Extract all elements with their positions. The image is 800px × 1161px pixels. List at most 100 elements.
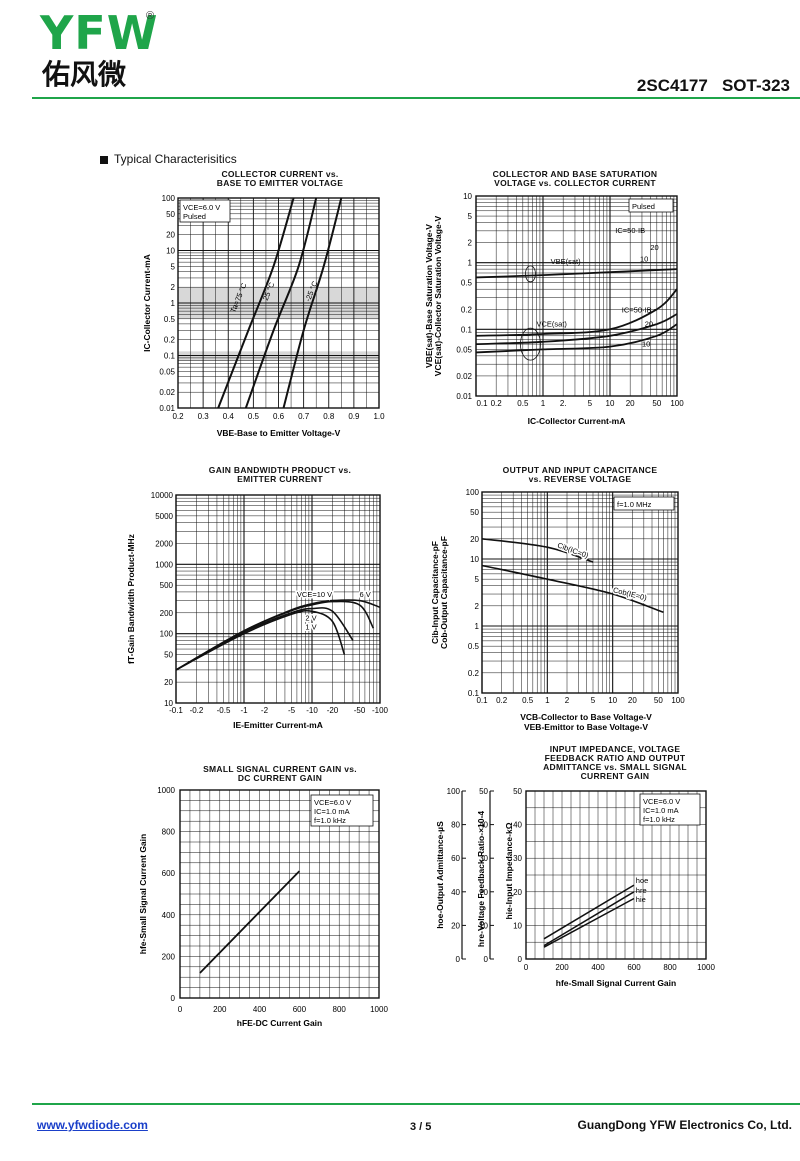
c5-ytick: 600 [162,869,176,878]
page-number: 3 / 5 [410,1121,432,1133]
c6-ytick-a: 80 [451,821,460,830]
c4-ytick: 0.5 [468,642,480,651]
c6-label: hoe [636,876,649,885]
c2-ytick: 0.5 [461,279,473,288]
c3-ytick: 2000 [155,539,173,548]
c1-ytick: 0.5 [164,315,176,324]
c1-ytick: 0.02 [159,388,175,397]
c2-ytick: 0.02 [456,372,472,381]
c6-ytick-b: 10 [479,921,488,930]
c6-ylabel: hie-Input Impedance-kΩ [504,822,514,919]
c2-label: 20 [650,243,658,252]
c1-frame [177,197,380,409]
c6-ytick-b: 0 [484,955,489,964]
c2-xtick: 0.5 [517,399,529,408]
c3-xtick: -5 [288,706,296,715]
c1-ytick: 0.05 [159,367,175,376]
c6-series-line [543,897,635,948]
c5-ytick: 1000 [157,786,175,795]
c2-label: 10 [642,340,650,349]
c2-label: IC=50·IB [615,226,645,235]
website-link[interactable]: www.yfwdiode.com [37,1118,148,1132]
header-divider [32,97,800,99]
c3-xtick: -0.1 [169,706,183,715]
c2-marker [525,265,536,283]
chart-5-title: SMALL SIGNAL CURRENT GAIN vs. DC CURRENT… [203,764,357,783]
c5-ann-text: IC=1.0 mA [314,807,350,816]
chart-1-title: COLLECTOR CURRENT vs. BASE TO EMITTER VO… [216,169,344,188]
c2-xtick: 2. [560,399,567,408]
c6-series-line [543,891,635,947]
c5-xtick: 600 [293,1005,307,1014]
c6-label: hre [636,886,647,895]
c3-label: 2 V [305,613,316,622]
c6-ytick-c: 0 [518,955,523,964]
c5-ylabel: hfe-Small Signal Current Gain [138,834,148,954]
c4-frame [481,491,679,694]
c6-ann-text: IC=1.0 mA [643,806,679,815]
c5-ann-text: f=1.0 kHz [314,816,346,825]
c4-xtick: 20 [628,696,637,705]
c5-xtick: 1000 [370,1005,388,1014]
c6-ann-text: VCE=6.0 V [643,797,680,806]
c3-xtick: -20 [327,706,339,715]
c2-xtick: 0.1 [476,399,488,408]
c2-frame [475,195,678,397]
c4-xlabel: VEB-Emittor to Base Voltage-V [524,722,648,732]
c6-ytick-b: 20 [479,888,488,897]
c6-xlabel: hfe-Small Signal Current Gain [556,978,676,988]
c1-ylabel: IC-Collector Current-mA [142,254,152,352]
c2-label: IC=50·IB [622,305,652,314]
c3-ytick: 500 [160,581,174,590]
c3-ytick: 5000 [155,512,173,521]
c3-xlabel: IE-Emitter Current-mA [233,720,323,730]
c2-xtick: 10 [606,399,615,408]
c6-xtick: 200 [555,963,569,972]
c5-ytick: 400 [162,911,176,920]
c2-label: 10 [640,254,648,263]
c4-ytick: 0.1 [468,689,480,698]
c1-xtick: 0.7 [298,412,310,421]
c4-ytick: 10 [470,555,479,564]
c1-ytick: 0.01 [159,404,175,413]
c6-ytick-c: 50 [513,787,522,796]
c2-ytick: 0.01 [456,392,472,401]
c5-xtick: 0 [178,1005,183,1014]
c6-xtick: 1000 [697,963,715,972]
c1-ytick: 0.2 [164,336,176,345]
c6-ann-text: f=1.0 kHz [643,815,675,824]
c6-xtick: 800 [663,963,677,972]
c1-series-line [282,197,343,409]
c3-ytick: 100 [160,630,174,639]
c3-xtick: -1 [240,706,248,715]
c2-xlabel: IC-Collector Current-mA [528,416,626,426]
c4-xtick: 10 [608,696,617,705]
c1-xtick: 0.4 [223,412,235,421]
c6-ytick-b: 50 [479,787,488,796]
c2-xtick: 0.2 [491,399,503,408]
c4-xtick: 2 [565,696,570,705]
c3-frame [175,494,381,704]
c1-ann-text: VCE=6.0 V [183,203,220,212]
c3-ytick: 20 [164,678,173,687]
c2-ann-text: Pulsed [632,202,655,211]
c3-xtick: -2 [261,706,269,715]
c2-ytick: 0.1 [461,325,473,334]
part-number: 2SC4177 SOT-323 [636,76,790,95]
c6-ytick-a: 0 [456,955,461,964]
c6-xtick: 400 [591,963,605,972]
c4-ylabel: Cob-Output Capacitance-pF [439,536,449,649]
c1-ytick: 10 [166,247,175,256]
c1-ann-box [179,199,231,223]
c6-ytick-a: 20 [451,921,460,930]
c1-xtick: 1.0 [373,412,385,421]
c3-xtick: -100 [372,706,389,715]
c4-ytick: 50 [470,508,479,517]
c1-xlabel: VBE-Base to Emitter Voltage-V [217,428,341,438]
c4-label: Cib(IC=0) [556,541,590,561]
c6-label: hie [636,895,646,904]
c3-xtick: -10 [306,706,318,715]
c6-ytick-a: 60 [451,854,460,863]
c3-xtick: -0.5 [217,706,231,715]
c6-ytick-c: 30 [513,854,522,863]
